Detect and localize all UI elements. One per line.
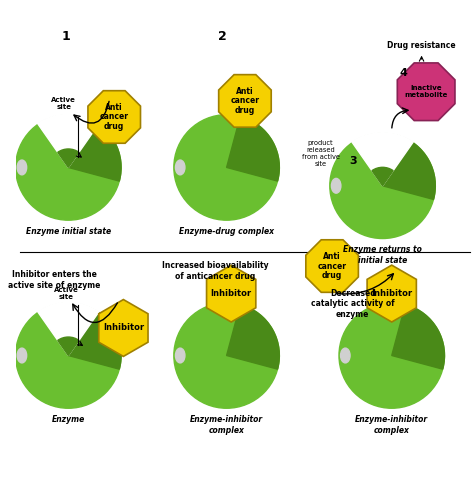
Polygon shape	[306, 240, 358, 292]
Wedge shape	[68, 116, 121, 181]
Wedge shape	[372, 168, 393, 186]
Text: product
released
from active
site: product released from active site	[302, 140, 340, 167]
Polygon shape	[207, 265, 256, 322]
Wedge shape	[38, 114, 99, 168]
Text: Enzyme initial state: Enzyme initial state	[26, 227, 111, 236]
Polygon shape	[99, 300, 148, 356]
Polygon shape	[88, 90, 141, 143]
Text: Inhibitor: Inhibitor	[103, 324, 144, 332]
Wedge shape	[392, 304, 445, 369]
Ellipse shape	[175, 160, 185, 175]
Text: Inactive
metabolite: Inactive metabolite	[404, 86, 448, 98]
Text: Inhibitor: Inhibitor	[371, 289, 412, 298]
Text: Anti
cancer
drug: Anti cancer drug	[230, 86, 259, 115]
Circle shape	[16, 114, 121, 220]
Polygon shape	[218, 74, 271, 127]
Circle shape	[174, 114, 279, 220]
Text: Drug resistance: Drug resistance	[387, 42, 456, 50]
Wedge shape	[58, 149, 79, 168]
Wedge shape	[38, 302, 99, 356]
Wedge shape	[382, 135, 435, 200]
Text: 4: 4	[399, 68, 407, 78]
Ellipse shape	[341, 348, 350, 363]
Text: 1: 1	[62, 30, 70, 43]
Text: Increased bioavailability
of anticancer drug: Increased bioavailability of anticancer …	[162, 262, 268, 281]
Wedge shape	[227, 304, 279, 369]
Text: 3: 3	[349, 156, 357, 166]
Wedge shape	[352, 132, 413, 186]
Circle shape	[330, 133, 435, 238]
Text: Enzyme-drug complex: Enzyme-drug complex	[179, 227, 274, 236]
Text: Enzyme: Enzyme	[52, 415, 85, 424]
Polygon shape	[367, 265, 417, 322]
Text: Active
site: Active site	[51, 98, 76, 110]
Text: Anti
cancer
drug: Anti cancer drug	[318, 252, 347, 280]
Wedge shape	[227, 116, 279, 181]
Circle shape	[174, 303, 279, 408]
Ellipse shape	[17, 348, 27, 363]
Circle shape	[16, 303, 121, 408]
Text: Enzyme returns to
initial state: Enzyme returns to initial state	[343, 246, 422, 265]
Text: Inhibitor: Inhibitor	[210, 289, 252, 298]
Text: Enzyme-inhibitor
complex: Enzyme-inhibitor complex	[355, 415, 428, 434]
Text: Enzyme-inhibitor
complex: Enzyme-inhibitor complex	[190, 415, 263, 434]
Text: Inhibitor enters the
active site of enzyme: Inhibitor enters the active site of enzy…	[9, 270, 101, 289]
Circle shape	[339, 303, 445, 408]
Text: Active
site: Active site	[54, 287, 78, 300]
Ellipse shape	[17, 160, 27, 175]
Text: Anti
cancer
drug: Anti cancer drug	[100, 103, 129, 131]
Wedge shape	[58, 337, 79, 355]
Polygon shape	[397, 63, 455, 120]
Ellipse shape	[332, 178, 341, 193]
Wedge shape	[68, 304, 121, 369]
Ellipse shape	[175, 348, 185, 363]
Text: 2: 2	[218, 30, 227, 43]
Text: Decreased
catalytic activity of
enzyme: Decreased catalytic activity of enzyme	[311, 289, 395, 319]
